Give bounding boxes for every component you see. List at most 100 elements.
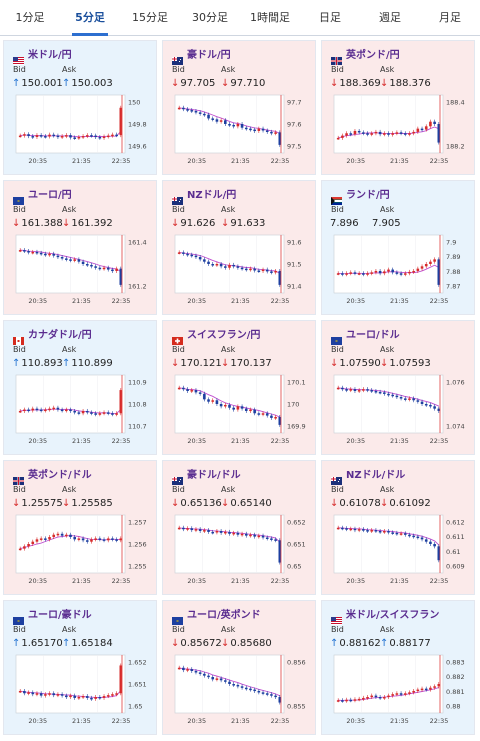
tab-1[interactable]: 5分足 [60,0,120,36]
candle [395,532,399,535]
candle [198,529,202,532]
candle [52,534,56,538]
currency-card[interactable]: ユーロ/英ポンド Bid Ask ↓0.85672 ↓0.85680 0.856 0.855… [162,600,316,735]
candlestick-chart[interactable]: 0.612 0.611 0.61 0.609 20:35 21:35 22:35 [332,513,467,585]
currency-card[interactable]: 米ドル/円 Bid Ask ↑150.001 ↑150.003 150 149.8 149.6… [3,40,157,175]
candlestick-chart[interactable]: 150 149.8 149.6 20:35 21:35 22:35 [14,93,149,165]
tab-3[interactable]: 30分足 [192,11,228,24]
pair-title[interactable]: NZドル/ドル [346,470,406,481]
candle [345,528,348,530]
candle [48,134,51,137]
pair-title[interactable]: ランド/円 [346,190,390,201]
candle [429,541,432,544]
currency-card[interactable]: 豪ドル/円 Bid Ask ↓97.705 ↓97.710 97.7 97.6 97.5 20:… [162,40,316,175]
pair-title[interactable]: 米ドル/円 [28,50,72,61]
candle [370,390,374,392]
candle [236,406,240,410]
candle [198,672,202,674]
x-tick-label: 21:35 [231,297,250,305]
candle [182,107,185,110]
ask-label: Ask [380,205,395,214]
x-tick-label: 21:35 [72,717,91,725]
candle [399,533,403,535]
pair-title[interactable]: スイスフラン/円 [187,330,261,341]
currency-card[interactable]: ユーロ/豪ドル Bid Ask ↑1.65170 ↑1.65184 1.652 1.651 1… [3,600,157,735]
ask-price: 188.376 [389,78,431,89]
x-tick-label: 20:35 [187,717,206,725]
bid-label: Bid [331,205,344,214]
pair-title[interactable]: ユーロ/ドル [346,330,400,341]
candle [433,686,436,688]
candle [366,696,369,699]
candle [119,538,123,541]
currency-card[interactable]: カナダドル/円 Bid Ask ↑110.893 ↑110.899 110.9 110.8 1… [3,320,157,455]
ask-label: Ask [380,625,395,634]
candlestick-chart[interactable]: 1.652 1.651 1.65 20:35 21:35 22:35 [14,653,149,725]
tab-4[interactable]: 1時間足 [250,11,290,24]
candle [194,255,198,258]
candlestick-chart[interactable]: 161.4 161.2 20:35 21:35 22:35 [14,233,149,305]
candlestick-chart[interactable]: 97.7 97.6 97.5 20:35 21:35 22:35 [173,93,308,165]
tab-7[interactable]: 月足 [439,11,461,24]
ask-label: Ask [62,65,77,74]
pair-title[interactable]: NZドル/円 [187,190,237,201]
candlestick-chart[interactable]: 0.856 0.855 20:35 21:35 22:35 [173,653,308,725]
currency-card[interactable]: スイスフラン/円 Bid Ask ↓170.121 ↓170.137 170.1 170 16… [162,320,316,455]
flag-gb-icon [13,470,24,485]
candlestick-chart[interactable]: 1.076 1.074 20:35 21:35 22:35 [332,373,467,445]
ask-label: Ask [380,485,395,494]
tab-6[interactable]: 週足 [379,11,401,24]
pair-title[interactable]: ユーロ/円 [28,190,72,201]
pair-title[interactable]: 英ポンド/ドル [28,470,92,481]
pair-title[interactable]: ユーロ/英ポンド [187,610,261,621]
currency-card[interactable]: 豪ドル/ドル Bid Ask ↓0.65136 ↓0.65140 0.652 0.651 0.… [162,460,316,595]
candle [48,537,51,540]
y-tick-label: 0.612 [446,518,465,526]
y-tick-label: 161.4 [128,238,147,246]
candle [27,409,30,412]
candlestick-chart[interactable]: 91.6 91.5 91.4 20:35 21:35 22:35 [173,233,308,305]
candlestick-chart[interactable]: 110.9 110.8 110.7 20:35 21:35 22:35 [14,373,149,445]
y-tick-label: 188.2 [446,143,465,151]
candle [336,137,340,140]
currency-card[interactable]: 英ポンド/円 Bid Ask ↓188.369 ↓188.376 188.4 188.2 20… [321,40,475,175]
currency-card[interactable]: NZドル/ドル Bid Ask ↓0.61078 ↓0.61092 0.612 0.611 0… [321,460,475,595]
ask-label: Ask [221,205,236,214]
candlestick-chart[interactable]: 0.652 0.651 0.65 20:35 21:35 22:35 [173,513,308,585]
currency-card[interactable]: ユーロ/ドル Bid Ask ↓1.07590 ↓1.07593 1.076 1.074 20… [321,320,475,455]
candlestick-chart[interactable]: 0.883 0.882 0.881 0.88 20:35 21:35 22:35 [332,653,467,725]
pair-title[interactable]: 英ポンド/円 [346,50,400,61]
candle [203,530,206,532]
pair-title[interactable]: ユーロ/豪ドル [28,610,92,621]
bid-price: 170.121 [180,358,222,369]
pair-title[interactable]: 米ドル/スイスフラン [346,610,440,621]
x-tick-label: 21:35 [72,437,91,445]
candle [249,268,252,271]
candle [383,392,386,394]
tab-2[interactable]: 15分足 [132,11,168,24]
candlestick-chart[interactable]: 188.4 188.2 20:35 21:35 22:35 [332,93,467,165]
candlestick-chart[interactable]: 170.1 170 169.9 20:35 21:35 22:35 [173,373,308,445]
candle [370,695,374,698]
candle [224,531,227,534]
pair-title[interactable]: カナダドル/円 [28,330,92,341]
candle [219,404,223,407]
currency-card[interactable]: ランド/円 Bid Ask 7.896 7.905 7.9 7.89 7.88 7.87 20:3… [321,180,475,315]
candle [336,700,340,702]
currency-card[interactable]: ユーロ/円 Bid Ask ↓161.388 ↓161.392 161.4 161.2 20:… [3,180,157,315]
currency-card[interactable]: 米ドル/スイスフラン Bid Ask ↑0.88162 ↑0.88177 0.883 0.8… [321,600,475,735]
currency-card[interactable]: 英ポンド/ドル Bid Ask ↓1.25575 ↓1.25585 1.257 1.256 1… [3,460,157,595]
candle [207,399,210,402]
candle [186,109,189,111]
candlestick-chart[interactable]: 7.9 7.89 7.88 7.87 20:35 21:35 22:35 [332,233,467,305]
tab-5[interactable]: 日足 [319,11,341,24]
candle [278,132,282,145]
pair-title[interactable]: 豪ドル/ドル [187,470,241,481]
pair-title[interactable]: 豪ドル/円 [187,50,231,61]
candle [416,400,420,402]
candlestick-chart[interactable]: 1.257 1.256 1.255 20:35 21:35 22:35 [14,513,149,585]
currency-card[interactable]: NZドル/円 Bid Ask ↓91.626 ↓91.633 91.6 91.5 91.4 20… [162,180,316,315]
arrow-up-icon: ↑ [62,358,71,369]
candle [341,387,344,390]
tab-0[interactable]: 1分足 [15,11,45,24]
